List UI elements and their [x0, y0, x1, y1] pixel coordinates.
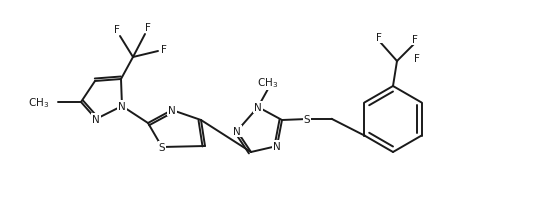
Text: N: N	[92, 115, 100, 124]
Text: CH$_3$: CH$_3$	[257, 76, 279, 89]
Text: S: S	[304, 115, 311, 124]
Text: N: N	[168, 105, 176, 115]
Text: F: F	[114, 25, 120, 35]
Text: N: N	[233, 126, 241, 136]
Text: F: F	[412, 35, 418, 45]
Text: S: S	[159, 142, 165, 152]
Text: F: F	[161, 45, 167, 55]
Text: F: F	[414, 54, 420, 64]
Text: N: N	[273, 141, 281, 151]
Text: N: N	[254, 102, 262, 113]
Text: F: F	[145, 23, 151, 33]
Text: CH$_3$: CH$_3$	[28, 96, 49, 109]
Text: N: N	[118, 101, 126, 112]
Text: F: F	[376, 33, 382, 43]
